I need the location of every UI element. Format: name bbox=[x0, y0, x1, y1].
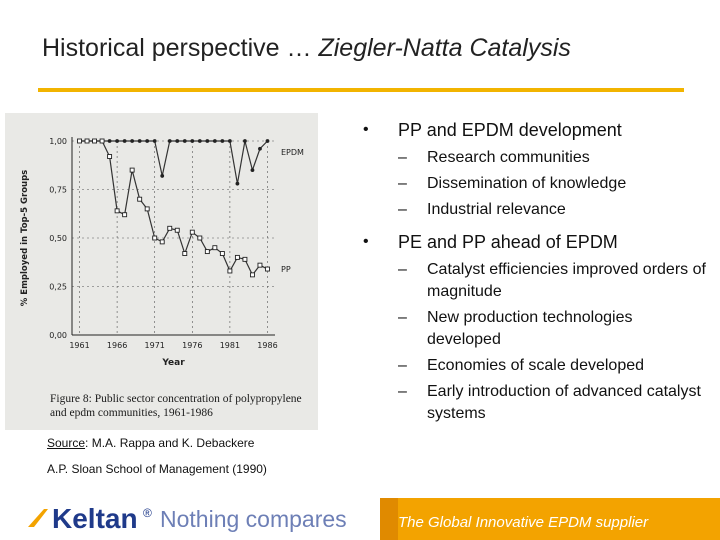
data-point-pp bbox=[129, 167, 135, 173]
x-tick-label: 1966 bbox=[107, 341, 127, 350]
data-point-epdm bbox=[167, 139, 172, 143]
data-point-pp bbox=[137, 196, 143, 202]
footer-band bbox=[380, 498, 720, 540]
data-point-pp bbox=[167, 225, 173, 231]
data-point-pp bbox=[159, 239, 165, 245]
data-point-epdm bbox=[107, 139, 112, 143]
data-point-pp bbox=[107, 154, 113, 159]
y-axis-label: % Employed in Top-5 Groups bbox=[20, 170, 30, 306]
data-point-pp bbox=[234, 254, 240, 260]
footer-tagline: The Global Innovative EPDM supplier bbox=[398, 514, 649, 531]
data-point-pp bbox=[84, 138, 90, 144]
bullet-item: • PP and EPDM development bbox=[358, 119, 708, 141]
sub-bullet: – Dissemination of knowledge bbox=[398, 175, 627, 192]
data-point-epdm bbox=[197, 139, 202, 143]
data-point-pp bbox=[227, 268, 233, 274]
data-point-epdm bbox=[122, 139, 127, 143]
data-point-pp bbox=[174, 227, 180, 233]
data-point-pp bbox=[204, 249, 210, 255]
bullet-text: PE and PP ahead of EPDM bbox=[398, 232, 618, 252]
y-tick-label: 0,75 bbox=[49, 186, 67, 195]
x-tick-label: 1986 bbox=[257, 341, 277, 350]
data-point-pp bbox=[212, 245, 218, 251]
data-point-pp bbox=[144, 206, 150, 212]
source-text: : M.A. Rappa and K. Debackere bbox=[85, 436, 255, 450]
chart-caption: Figure 8: Public sector concentration of… bbox=[50, 393, 302, 419]
data-point-pp bbox=[182, 251, 188, 256]
data-point-epdm bbox=[175, 139, 180, 143]
title-italic: Ziegler-Natta Catalysis bbox=[318, 34, 571, 62]
data-point-epdm bbox=[265, 139, 270, 143]
chart-svg: 0,00 0,25 0,50 0,75 1,00 1961 1966 1971 1976 1981… bbox=[20, 137, 304, 368]
x-axis-label: Year bbox=[161, 358, 185, 368]
data-point-epdm bbox=[243, 139, 247, 143]
data-point-epdm bbox=[137, 139, 142, 143]
data-point-pp bbox=[99, 138, 105, 144]
data-point-epdm bbox=[182, 139, 187, 143]
y-tick-label: 0,25 bbox=[49, 283, 67, 292]
x-tick-label: 1971 bbox=[145, 341, 165, 350]
brand-name: Keltan bbox=[52, 503, 138, 534]
data-point-epdm bbox=[190, 139, 195, 143]
data-point-epdm bbox=[258, 146, 262, 151]
data-point-epdm bbox=[205, 139, 210, 143]
data-point-pp bbox=[197, 235, 203, 241]
sub-bullet: – Industrial relevance bbox=[398, 201, 566, 218]
data-point-pp bbox=[257, 262, 263, 268]
data-point-epdm bbox=[160, 174, 165, 178]
data-point-pp bbox=[249, 272, 255, 278]
data-point-pp bbox=[122, 212, 128, 218]
bullet-list: • PP and EPDM development – Research commu… bbox=[358, 119, 708, 429]
data-point-pp bbox=[242, 256, 248, 262]
x-tick-label: 1976 bbox=[182, 341, 202, 350]
data-point-epdm bbox=[250, 168, 255, 172]
sub-bullet: – Research communities bbox=[398, 149, 590, 166]
bullet-dot: • bbox=[363, 121, 369, 138]
title-underline bbox=[38, 88, 684, 92]
data-point-epdm bbox=[227, 139, 232, 143]
bullet-text: PP and EPDM development bbox=[398, 120, 622, 140]
y-tick-label: 0,50 bbox=[49, 234, 67, 243]
data-point-epdm bbox=[130, 139, 135, 143]
bullet-item: • PE and PP ahead of EPDM bbox=[358, 231, 708, 253]
title-plain: Historical perspective … bbox=[42, 34, 319, 62]
data-point-epdm bbox=[235, 181, 240, 186]
data-point-pp bbox=[92, 138, 98, 144]
footer-band-accent bbox=[380, 498, 398, 540]
bullet-dot: • bbox=[363, 233, 369, 250]
data-point-pp bbox=[114, 208, 120, 214]
y-tick-label: 0,00 bbox=[49, 331, 67, 340]
data-point-epdm bbox=[220, 139, 225, 143]
source-institution: A.P. Sloan School of Management (1990) bbox=[47, 462, 267, 476]
data-point-epdm bbox=[115, 139, 120, 143]
keltan-swoosh-icon bbox=[28, 509, 48, 527]
x-tick-label: 1961 bbox=[69, 341, 89, 350]
data-point-epdm bbox=[212, 139, 217, 143]
data-point-pp bbox=[189, 229, 195, 235]
source-line: Source: M.A. Rappa and K. Debackere bbox=[47, 436, 254, 450]
chart-figure: 0,00 0,25 0,50 0,75 1,00 1961 1966 1971 1976 1981… bbox=[5, 113, 318, 430]
data-point-pp bbox=[152, 235, 158, 241]
x-tick-label: 1981 bbox=[220, 341, 240, 350]
data-point-pp bbox=[219, 251, 225, 256]
series-label-epdm: EPDM bbox=[281, 148, 304, 157]
source-label: Source bbox=[47, 436, 86, 450]
data-point-epdm bbox=[145, 139, 150, 143]
sub-bullet: – Catalyst efficiencies improved orders o… bbox=[398, 261, 706, 300]
data-point-pp bbox=[265, 266, 270, 272]
registered-mark: ® bbox=[143, 506, 152, 520]
series-line-epdm bbox=[79, 140, 268, 184]
y-tick-label: 1,00 bbox=[49, 137, 67, 146]
series-line-pp bbox=[79, 140, 268, 276]
slide-title: Historical perspective … Ziegler-Natta C… bbox=[42, 34, 571, 63]
sub-bullet: – New production technologies developed bbox=[398, 309, 633, 348]
sub-bullet: – Early introduction of advanced catalyst… bbox=[398, 383, 701, 422]
sub-bullet: – Economies of scale developed bbox=[398, 357, 645, 374]
brand-slogan: Nothing compares bbox=[160, 506, 347, 532]
data-point-pp bbox=[77, 138, 82, 144]
data-point-epdm bbox=[152, 139, 157, 143]
series-label-pp: PP bbox=[281, 265, 291, 274]
